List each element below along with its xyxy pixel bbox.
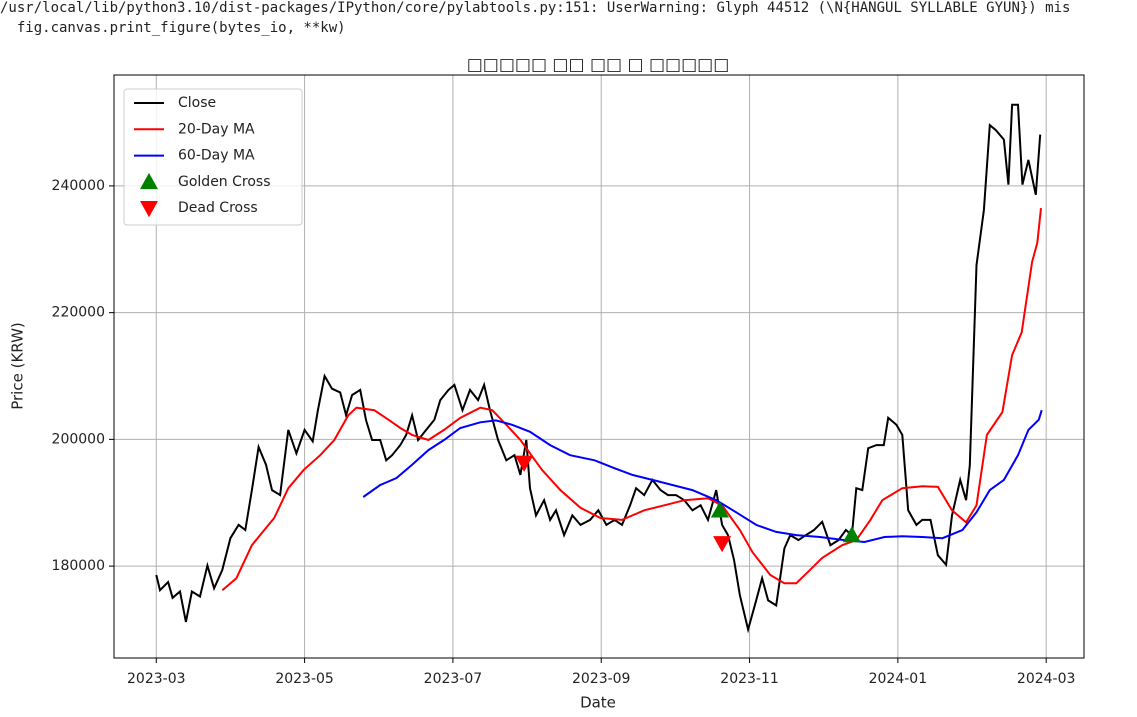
y-tick-label: 200000 <box>52 431 105 447</box>
y-tick-label: 180000 <box>52 558 105 574</box>
legend-label: Golden Cross <box>178 174 271 190</box>
legend-label: 20-Day MA <box>178 121 255 137</box>
x-axis-label: Date <box>580 694 616 712</box>
legend-swatch <box>140 201 158 218</box>
x-tick-label: 2023-09 <box>572 671 631 687</box>
x-tick-label: 2024-01 <box>869 671 928 687</box>
legend-box <box>123 88 303 226</box>
x-tick-label: 2023-07 <box>424 671 483 687</box>
cross-marker <box>842 526 861 543</box>
cross-marker <box>710 501 729 518</box>
plot-frame <box>113 74 1085 659</box>
x-tick-label: 2023-03 <box>127 671 186 687</box>
series-line <box>362 409 1043 544</box>
legend-label: Close <box>178 95 216 111</box>
series-line <box>221 207 1042 591</box>
legend-label: 60-Day MA <box>178 148 255 164</box>
y-tick-label: 220000 <box>52 305 105 321</box>
y-axis-label: Price (KRW) <box>9 322 27 410</box>
warning-line: fig.canvas.print_figure(bytes_io, **kw) <box>0 20 346 36</box>
cross-marker <box>515 455 534 472</box>
legend-label: Dead Cross <box>178 200 258 216</box>
cross-marker <box>713 536 732 553</box>
x-tick-label: 2023-11 <box>720 671 779 687</box>
y-tick-label: 240000 <box>52 178 105 194</box>
warning-line: /usr/local/lib/python3.10/dist-packages/… <box>0 0 1071 16</box>
legend-swatch <box>140 172 158 190</box>
x-tick-label: 2024-03 <box>1017 671 1076 687</box>
x-tick-label: 2023-05 <box>275 671 334 687</box>
chart-title: □□□□□ □□ □□ □ □□□□□ <box>467 55 730 75</box>
